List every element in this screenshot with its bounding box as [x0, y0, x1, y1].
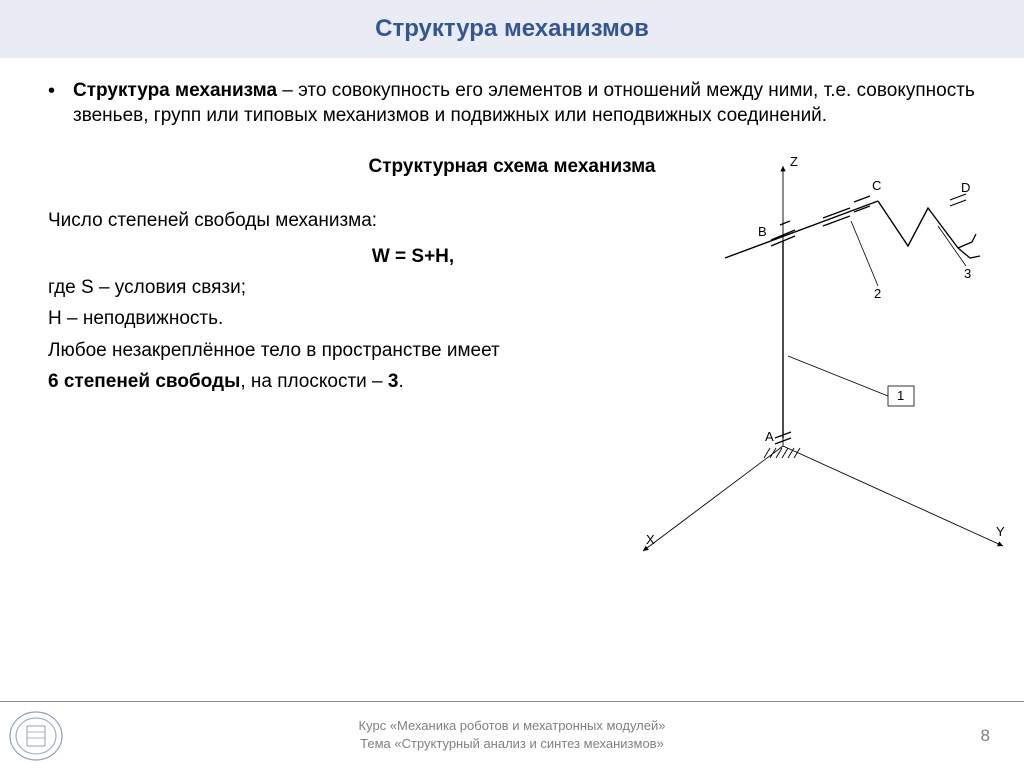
definition-term: Структура механизма	[73, 80, 277, 101]
body-line-1: Число степеней свободы механизма:	[48, 206, 618, 235]
body-line-2: где S – условия связи;	[48, 273, 618, 302]
point-c-label: C	[872, 178, 881, 193]
point-a-label: A	[765, 429, 774, 444]
point-d-label: D	[961, 180, 970, 195]
definition-text: Структура механизма – это совокупность е…	[73, 78, 976, 128]
two-column-layout: Число степеней свободы механизма: W = S+…	[48, 206, 976, 399]
bullet-icon: •	[48, 78, 55, 128]
body-line-5: 6 степеней свободы, на плоскости – 3.	[48, 367, 618, 396]
axis-z-label: Z	[790, 154, 798, 169]
link-1-label: 1	[897, 388, 904, 403]
title-bar: Структура механизмов	[0, 0, 1024, 58]
axis-y-label: Y	[996, 524, 1005, 539]
definition-block: • Структура механизма – это совокупность…	[48, 78, 976, 128]
axis-x-label: X	[646, 532, 655, 547]
body-line-3: H – неподвижность.	[48, 304, 618, 333]
body-line-4: Любое незакреплённое тело в пространстве…	[48, 336, 618, 365]
text-column: Число степеней свободы механизма: W = S+…	[48, 206, 618, 399]
bold-dof-6: 6 степеней свободы	[48, 371, 240, 392]
content-area: • Структура механизма – это совокупность…	[0, 58, 1024, 399]
point-b-label: B	[758, 224, 767, 239]
formula: W = S+H,	[48, 242, 618, 271]
diagram-column: Z X Y A B C D 1 2 3	[628, 206, 976, 399]
mechanism-diagram: Z X Y A B C D 1 2 3	[618, 146, 1024, 586]
footer-topic: Тема «Структурный анализ и синтез механи…	[359, 735, 666, 753]
footer: Курс «Механика роботов и мехатронных мод…	[0, 702, 1024, 768]
footer-course: Курс «Механика роботов и мехатронных мод…	[359, 717, 666, 735]
page-title: Структура механизмов	[375, 15, 649, 43]
bold-dof-3: 3	[388, 371, 399, 392]
link-2-label: 2	[874, 286, 881, 301]
page-number: 8	[981, 726, 990, 746]
link-3-label: 3	[964, 266, 971, 281]
